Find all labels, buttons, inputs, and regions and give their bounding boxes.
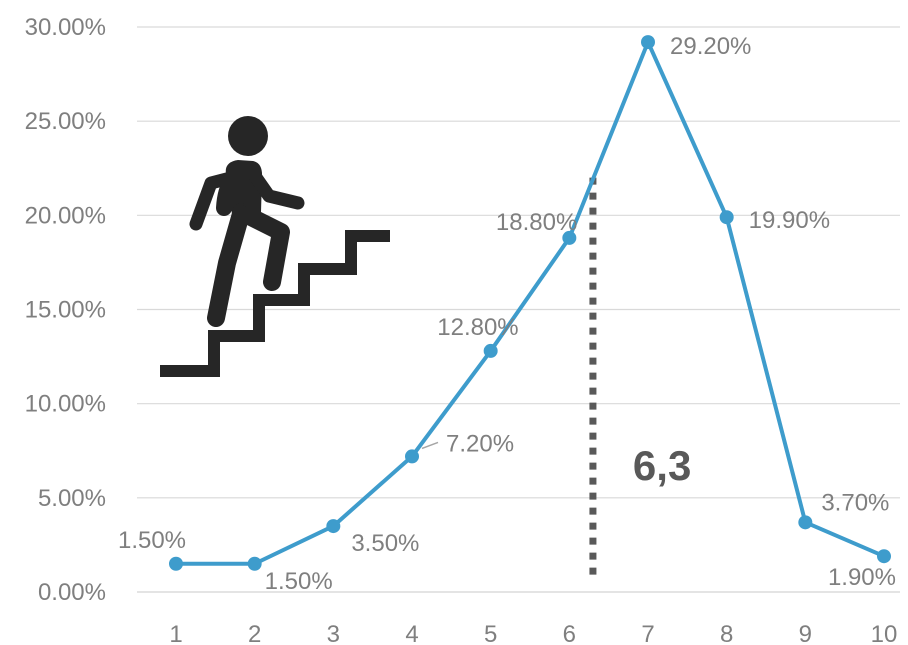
data-label-7: 29.20% bbox=[670, 33, 751, 60]
y-tick-label: 15.00% bbox=[25, 297, 106, 324]
x-axis: 1 2 3 4 5 6 7 8 9 10 bbox=[137, 592, 900, 645]
data-point-9 bbox=[798, 515, 812, 529]
x-tick-label: 9 bbox=[799, 621, 812, 645]
x-tick-label: 6 bbox=[563, 621, 576, 645]
y-tick-label: 10.00% bbox=[25, 391, 106, 418]
data-label-8: 19.90% bbox=[749, 207, 830, 234]
x-tick-label: 7 bbox=[641, 621, 654, 645]
data-point-8 bbox=[720, 210, 734, 224]
data-point-2 bbox=[248, 557, 262, 571]
data-label-4: 7.20% bbox=[446, 430, 514, 457]
y-tick-label: 0.00% bbox=[38, 579, 106, 606]
data-point-1 bbox=[169, 557, 183, 571]
x-tick-label: 2 bbox=[248, 621, 261, 645]
y-axis: 0.00% 5.00% 10.00% 15.00% 20.00% 25.00% 30.00% bbox=[25, 14, 106, 606]
y-tick-label: 25.00% bbox=[25, 108, 106, 135]
x-tick-label: 4 bbox=[405, 621, 418, 645]
x-tick-label: 10 bbox=[871, 621, 898, 645]
annotation-label: 6,3 bbox=[633, 442, 691, 489]
data-label-3: 3.50% bbox=[351, 530, 419, 557]
data-label-5: 12.80% bbox=[437, 314, 518, 341]
data-label-10: 1.90% bbox=[828, 564, 896, 591]
y-tick-label: 20.00% bbox=[25, 202, 106, 229]
data-point-5 bbox=[484, 344, 498, 358]
data-point-3 bbox=[326, 519, 340, 533]
data-label-6: 18.80% bbox=[496, 209, 577, 236]
data-labels: 1.50% 1.50% 3.50% 7.20% 12.80% 18.80% 29.20% 19… bbox=[118, 33, 896, 595]
y-tick-label: 5.00% bbox=[38, 485, 106, 512]
x-tick-label: 3 bbox=[327, 621, 340, 645]
x-tick-label: 1 bbox=[169, 621, 182, 645]
data-point-4 bbox=[405, 449, 419, 463]
y-tick-label: 30.00% bbox=[25, 14, 106, 41]
data-point-10 bbox=[877, 549, 891, 563]
person-climbing-stairs-icon bbox=[160, 116, 390, 371]
data-point-7 bbox=[641, 35, 655, 49]
data-label-9: 3.70% bbox=[821, 489, 889, 516]
x-tick-label: 5 bbox=[484, 621, 497, 645]
x-tick-label: 8 bbox=[720, 621, 733, 645]
annotation: 6,3 bbox=[593, 178, 691, 577]
data-label-2: 1.50% bbox=[265, 568, 333, 595]
data-label-1: 1.50% bbox=[118, 527, 186, 554]
data-label-leader bbox=[422, 442, 438, 448]
